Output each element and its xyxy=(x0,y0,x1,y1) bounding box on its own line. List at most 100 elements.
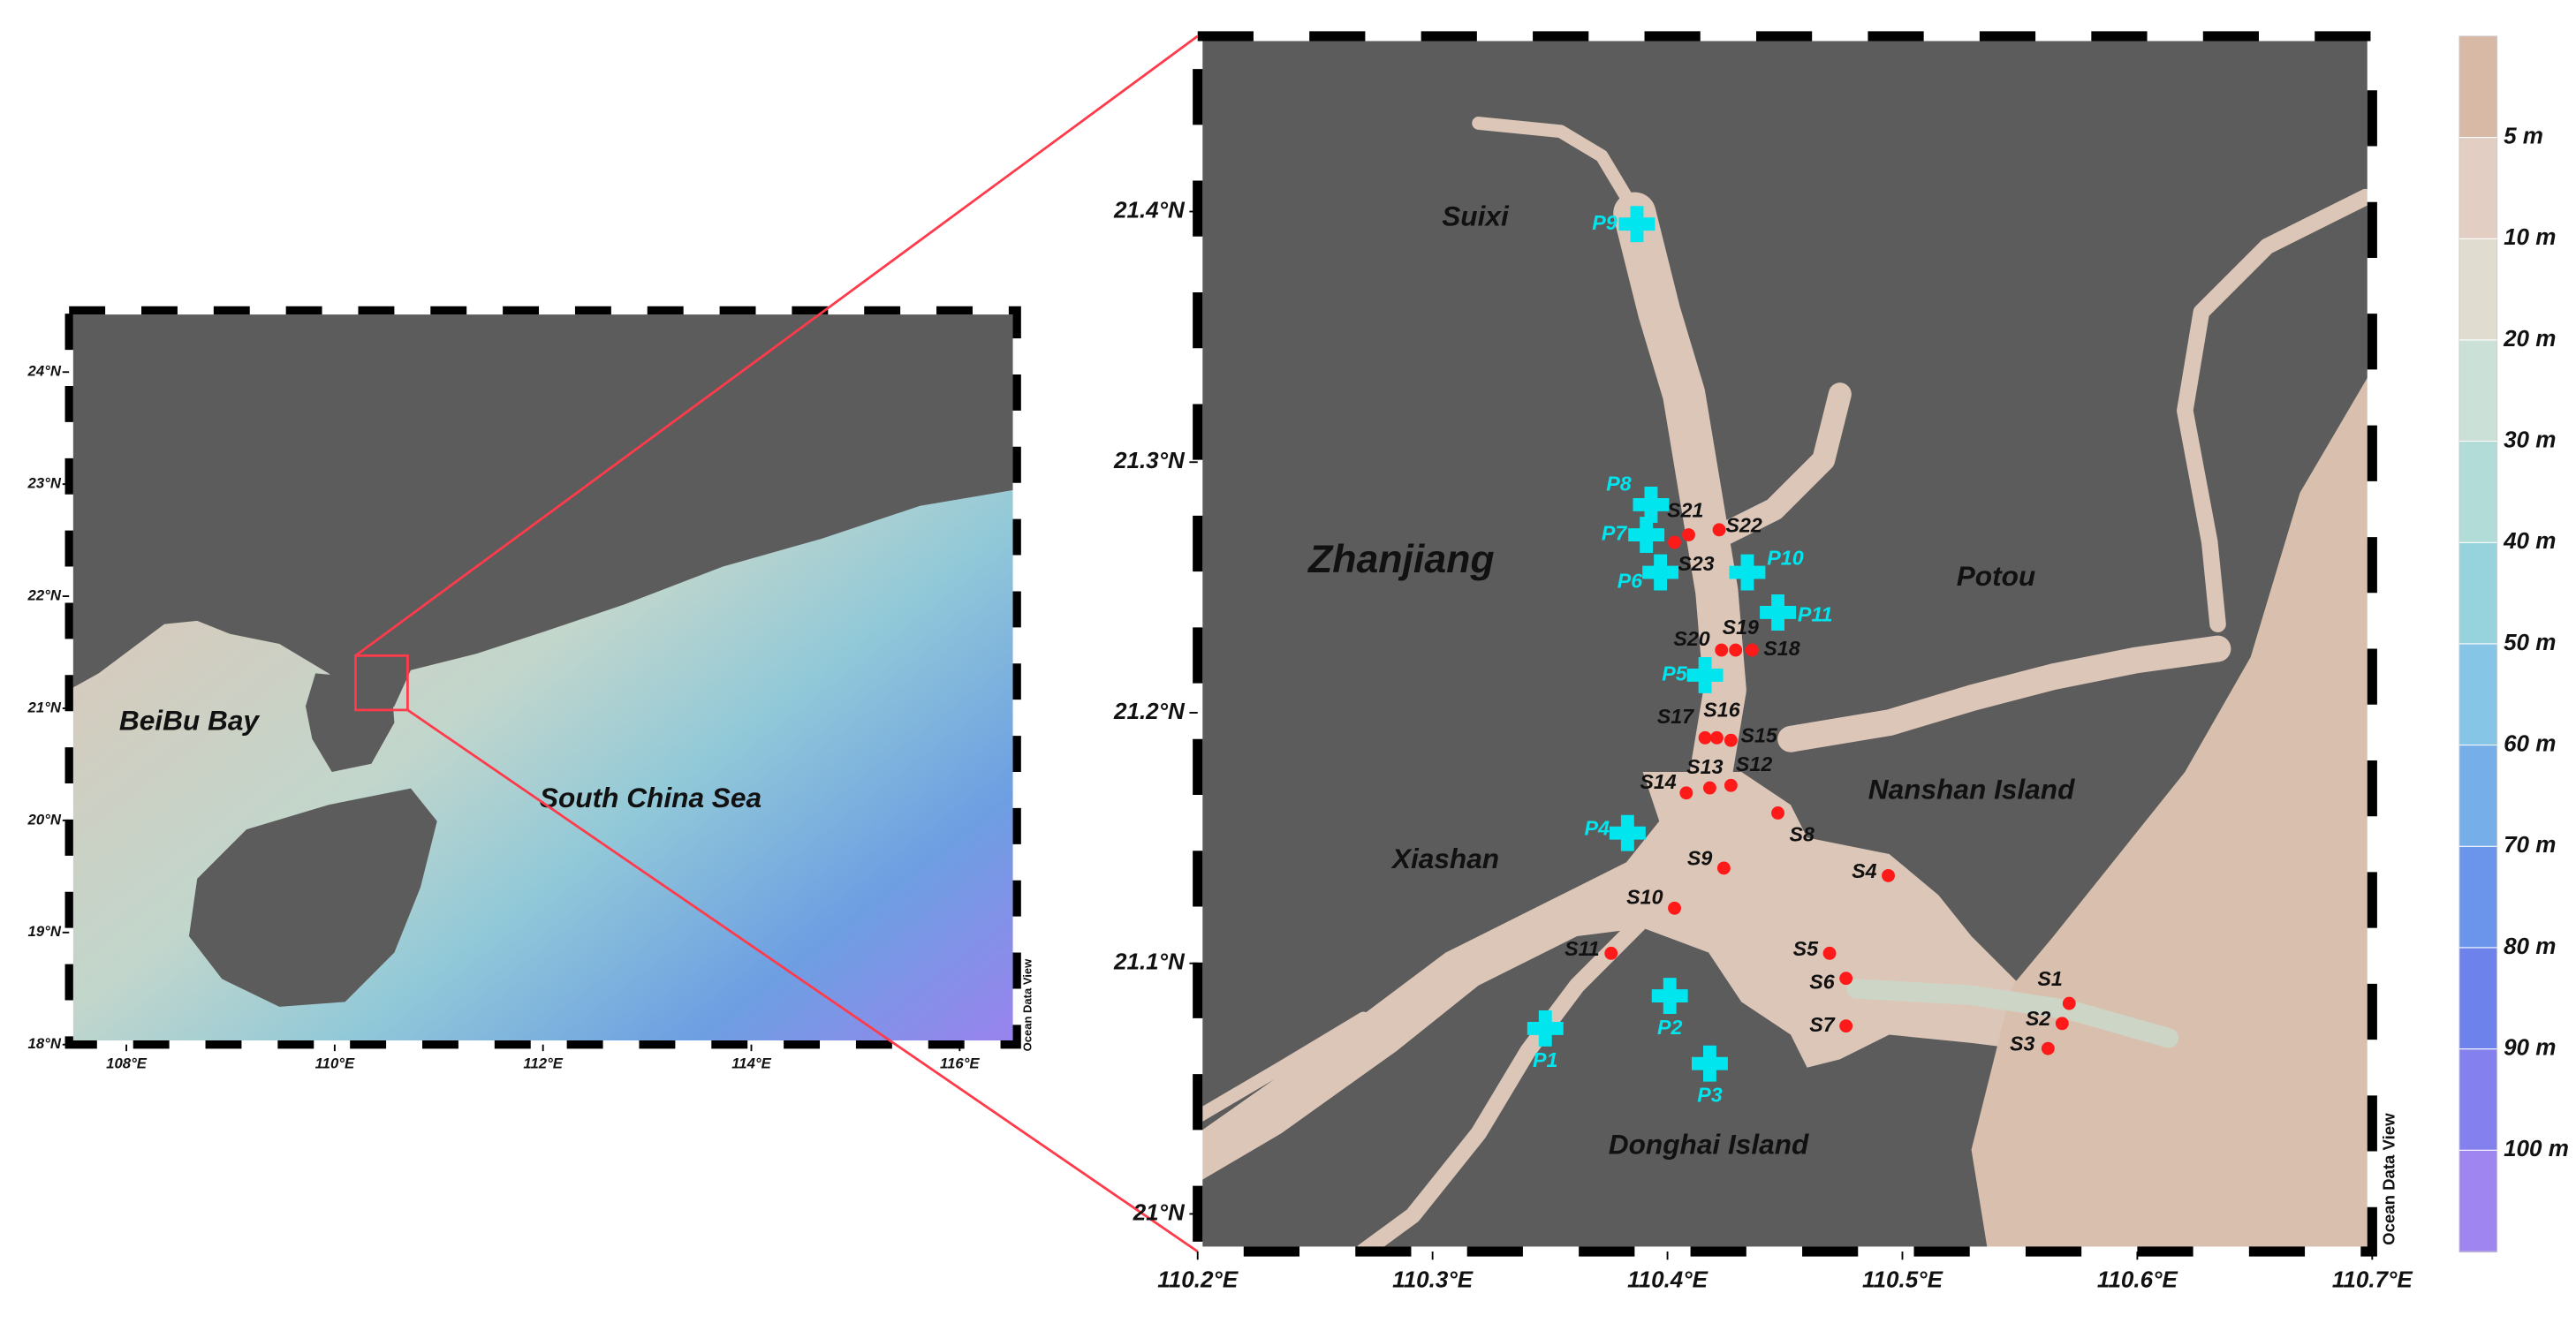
y-tick-label: 21.4°N xyxy=(1113,196,1186,223)
colorbar-band xyxy=(2459,846,2497,949)
station-label: S6 xyxy=(1809,970,1835,993)
colorbar-label: 20 m xyxy=(2503,325,2556,352)
colorbar-label: 90 m xyxy=(2504,1034,2556,1061)
site-cross xyxy=(1686,656,1724,693)
colorbar-band xyxy=(2459,745,2497,848)
colorbar-label: 30 m xyxy=(2504,426,2556,452)
site-cross xyxy=(1618,206,1655,243)
site-label: P4 xyxy=(1584,817,1609,840)
station-label: S1 xyxy=(2037,967,2062,990)
place-label: Donghai Island xyxy=(1609,1128,1809,1160)
x-tick-label: 110.7°E xyxy=(2332,1266,2413,1292)
colorbar-label: 5 m xyxy=(2504,122,2543,148)
station xyxy=(1771,806,1784,820)
station xyxy=(1882,868,1895,882)
x-tick-label: 112°E xyxy=(523,1055,563,1071)
colorbar-label: 50 m xyxy=(2504,629,2556,655)
colorbar-band xyxy=(2459,947,2497,1050)
station xyxy=(1709,730,1724,745)
x-tick-label: 110.3°E xyxy=(1392,1266,1474,1292)
y-tick-label: 22°N xyxy=(27,586,62,603)
overview-basemap xyxy=(69,310,1018,1045)
site-label: P7 xyxy=(1602,522,1627,545)
station-label: S19 xyxy=(1723,616,1759,639)
station xyxy=(1668,901,1681,915)
colorbar-label: 80 m xyxy=(2504,933,2556,959)
y-tick-label: 19°N xyxy=(28,923,62,940)
detail-basemap xyxy=(1197,35,2373,1252)
station xyxy=(1702,781,1716,795)
station-label: S15 xyxy=(1741,724,1778,747)
colorbar-band xyxy=(2459,339,2497,442)
site-cross xyxy=(1651,978,1688,1015)
station-label: S21 xyxy=(1667,499,1703,522)
colorbar-label: 10 m xyxy=(2504,223,2556,250)
station xyxy=(1712,523,1726,537)
site-label: P8 xyxy=(1606,472,1631,495)
station-label: S18 xyxy=(1763,637,1799,660)
place-label: Xiashan xyxy=(1390,843,1499,874)
colorbar-band xyxy=(2459,643,2497,746)
station-label: S7 xyxy=(1809,1013,1835,1036)
x-tick-label: 114°E xyxy=(731,1055,771,1071)
station xyxy=(1716,861,1731,875)
site-cross xyxy=(1628,517,1665,553)
site-cross xyxy=(1760,594,1796,631)
station-label: S10 xyxy=(1626,885,1663,908)
place-label: Suixi xyxy=(1442,200,1510,232)
station xyxy=(2055,1017,2069,1031)
y-tick-label: 21.1°N xyxy=(1113,949,1186,975)
station-label: S12 xyxy=(1736,752,1772,775)
colorbar-band xyxy=(2459,542,2497,645)
site-label: P9 xyxy=(1592,211,1617,234)
site-cross xyxy=(1642,554,1679,591)
y-tick-label: 24°N xyxy=(27,363,62,380)
station-label: S2 xyxy=(2026,1007,2050,1030)
colorbar-label: 70 m xyxy=(2504,831,2556,858)
x-tick-label: 110.2°E xyxy=(1157,1266,1239,1292)
colorbar-label: 60 m xyxy=(2504,730,2556,757)
y-tick-label: 23°N xyxy=(27,475,62,492)
connector xyxy=(354,34,1199,657)
site-cross xyxy=(1633,487,1670,523)
site-cross xyxy=(1609,814,1646,851)
station-label: S20 xyxy=(1673,627,1709,650)
station xyxy=(1724,778,1738,792)
site-label: P3 xyxy=(1697,1084,1722,1107)
site-label: P2 xyxy=(1657,1016,1682,1039)
station xyxy=(1822,946,1837,960)
credit: Ocean Data View xyxy=(1021,958,1034,1051)
sea-label: BeiBu Bay xyxy=(119,705,261,737)
overview-frame-dash xyxy=(64,306,1021,1049)
colorbar-band xyxy=(2459,1150,2497,1252)
colorbar-band xyxy=(2459,1048,2497,1152)
sea-label: South China Sea xyxy=(540,782,761,813)
station-label: S3 xyxy=(2010,1032,2034,1055)
x-tick-label: 108°E xyxy=(106,1055,148,1071)
y-tick-label: 21°N xyxy=(27,699,62,715)
connector xyxy=(406,708,1199,1253)
site-label: P6 xyxy=(1618,569,1643,592)
station-label: S17 xyxy=(1657,705,1694,728)
x-tick-label: 110.5°E xyxy=(1862,1266,1943,1292)
colorbar-band xyxy=(2459,238,2497,341)
y-tick-label: 21°N xyxy=(1133,1199,1186,1225)
colorbar-label: 100 m xyxy=(2504,1135,2569,1161)
station xyxy=(1729,643,1743,657)
place-label: Zhanjiang xyxy=(1307,538,1495,581)
colorbar-band xyxy=(2459,441,2497,544)
place-label: Nanshan Island xyxy=(1868,774,2075,805)
station-label: S14 xyxy=(1640,770,1676,793)
y-tick-label: 21.3°N xyxy=(1113,447,1186,473)
station xyxy=(1698,730,1712,745)
x-tick-label: 110°E xyxy=(315,1055,355,1071)
site-label: P11 xyxy=(1798,602,1833,625)
station-label: S16 xyxy=(1703,699,1740,722)
station-label: S13 xyxy=(1686,755,1723,778)
station-label: S22 xyxy=(1726,513,1762,536)
station xyxy=(1715,643,1729,657)
site-label: P1 xyxy=(1533,1048,1557,1071)
x-tick-label: 110.6°E xyxy=(2097,1266,2178,1292)
site-label: P5 xyxy=(1662,662,1687,685)
